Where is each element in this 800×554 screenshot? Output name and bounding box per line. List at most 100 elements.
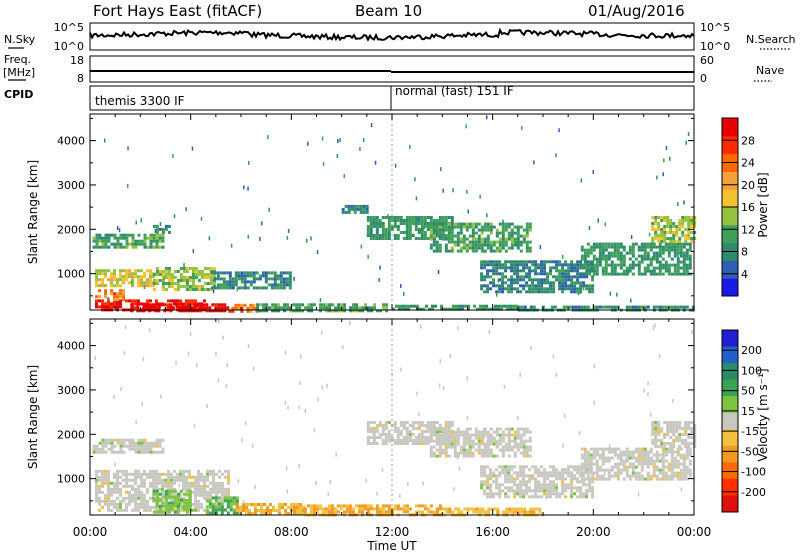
velocity-cell [456,439,460,443]
velocity-cell [122,472,125,476]
velocity-cell [260,506,263,509]
velocity-cell [670,462,674,466]
power-cell [628,248,632,252]
power-cell [113,284,116,288]
velocity-cell [567,474,571,478]
power-cell [562,305,566,309]
power-cell [654,231,658,234]
power-cell [515,304,518,308]
velocity-cell [483,465,487,469]
power-cell [240,277,244,281]
velocity-cell [555,495,559,499]
power-cell [137,233,141,237]
power-cell [625,251,629,255]
power-cell [423,234,427,237]
velocity-cell [522,427,526,431]
power-cell [212,279,216,282]
power-noise-cell [597,218,599,223]
velocity-cell [663,433,667,436]
velocity-cell [378,436,382,439]
power-cell [564,260,568,264]
power-cell [571,305,575,309]
power-cell [517,305,521,309]
velocity-cell [507,448,511,452]
power-cell [561,287,565,291]
velocity-cell [625,474,629,478]
velocity-cell [504,427,508,431]
velocity-cell [161,510,165,514]
velocity-cell [513,433,517,437]
power-cell [122,278,125,282]
velocity-cell [432,445,436,449]
power-noise-cell [415,196,418,201]
power-cell [178,309,182,313]
velocity-cell [266,512,269,515]
velocity-cell [116,487,119,491]
velocity-cell [480,448,484,452]
power-cell [486,228,490,232]
power-cell [540,290,544,294]
power-cell [525,243,529,247]
power-cell [420,231,424,234]
power-cell [237,306,241,310]
power-cell [134,275,137,279]
power-cell [373,303,377,307]
velocity-cell [98,487,101,491]
velocity-cell [492,442,496,446]
power-cell [516,240,520,244]
power-noise-cell [610,263,613,268]
velocity-cell [693,433,697,436]
velocity-cell [302,512,305,515]
power-cell [462,237,466,241]
power-cell [471,225,475,229]
power-cell [528,278,532,282]
power-cell [417,231,421,234]
velocity-cell [669,436,673,439]
velocity-cell [170,499,173,503]
power-cell [181,306,185,310]
power-cell [98,289,101,293]
velocity-cell [140,502,143,506]
power-cell [387,231,391,234]
velocity-cell [182,475,185,479]
velocity-cell [661,462,665,466]
power-cell [370,309,374,313]
power-cell [567,263,571,267]
power-cell [375,234,379,237]
velocity-cell [336,510,340,514]
velocity-noise-cell [237,479,240,484]
velocity-cell [438,442,442,446]
power-cell [343,309,347,313]
velocity-cell [119,441,123,445]
velocity-cell [529,507,533,511]
power-noise-cell [409,144,411,149]
power-cell [283,303,287,307]
velocity-cell [625,447,629,451]
velocity-cell [501,483,505,487]
velocity-cell [182,507,186,511]
velocity-cell [513,454,517,458]
power-cell [231,286,235,290]
velocity-cell [456,442,460,446]
velocity-noise-cell [215,352,217,357]
velocity-cell [290,503,293,506]
power-cell [549,272,553,276]
power-cell [196,309,200,313]
power-cell [582,281,586,285]
power-cell [214,303,218,307]
power-cell [482,304,485,308]
velocity-cell [501,451,505,455]
power-cell [570,275,574,279]
nsearch-tick-top: 10^5 [700,21,730,34]
velocity-cell [158,478,161,482]
power-cell [586,272,590,276]
power-cell [613,254,617,258]
velocity-cell [589,456,593,460]
velocity-cell [426,507,430,511]
velocity-cell [661,471,665,475]
velocity-cell [528,436,532,440]
velocity-noise [94,319,693,509]
power-cell [456,243,460,247]
power-cell [319,306,323,310]
power-cell [622,263,626,267]
